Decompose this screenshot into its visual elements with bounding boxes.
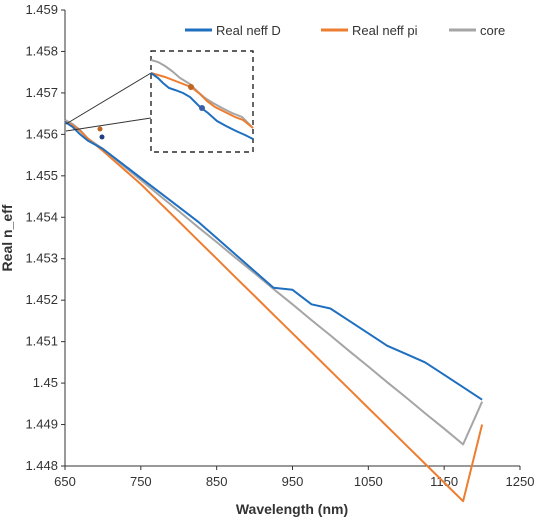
y-tick-label: 1.456 xyxy=(25,126,58,141)
y-tick-label: 1.459 xyxy=(25,2,58,17)
legend-label-core: core xyxy=(480,23,505,38)
y-axis-title: Real n_eff xyxy=(0,204,15,271)
x-tick-group: 650 750 850 950 1050 1150 1250 xyxy=(54,466,534,489)
series-line-real-neff-pi xyxy=(64,120,484,503)
x-tick-label: 1250 xyxy=(506,474,535,489)
x-tick-label: 850 xyxy=(206,474,228,489)
y-tick-label: 1.455 xyxy=(25,168,58,183)
y-tick-group: 1.448 1.449 1.45 1.451 1.452 1.453 1.454 1.455 1… xyxy=(25,2,65,473)
y-tick-label: 1.457 xyxy=(25,85,58,100)
x-tick-label: 650 xyxy=(54,474,76,489)
inset-connector-top xyxy=(65,72,152,125)
y-tick-label: 1.453 xyxy=(25,251,58,266)
y-tick-label: 1.448 xyxy=(25,458,58,473)
zoom-inset xyxy=(65,50,254,153)
y-tick-label: 1.449 xyxy=(25,417,58,432)
origin-pi-marker xyxy=(97,126,103,132)
origin-d-marker xyxy=(99,134,105,140)
inset-d-line xyxy=(150,72,254,140)
y-tick-label: 1.451 xyxy=(25,334,58,349)
series-layer xyxy=(64,119,484,503)
x-tick-label: 750 xyxy=(130,474,152,489)
x-tick-label: 950 xyxy=(282,474,304,489)
inset-connector-bottom xyxy=(65,117,152,132)
inset-pi-marker xyxy=(188,84,194,90)
inset-d-marker xyxy=(199,105,205,111)
inset-pi-line xyxy=(150,72,254,129)
legend: Real neff D Real neff pi core xyxy=(185,23,505,38)
legend-label-real-neff-d: Real neff D xyxy=(216,23,281,38)
y-tick-label: 1.454 xyxy=(25,209,58,224)
x-axis-title: Wavelength (nm) xyxy=(236,501,348,517)
y-tick-label: 1.452 xyxy=(25,292,58,307)
x-tick-label: 1050 xyxy=(354,474,383,489)
legend-label-real-neff-pi: Real neff pi xyxy=(352,23,418,38)
y-tick-label: 1.45 xyxy=(33,375,58,390)
series-line-real-neff-d xyxy=(64,121,483,401)
y-tick-label: 1.458 xyxy=(25,43,58,58)
